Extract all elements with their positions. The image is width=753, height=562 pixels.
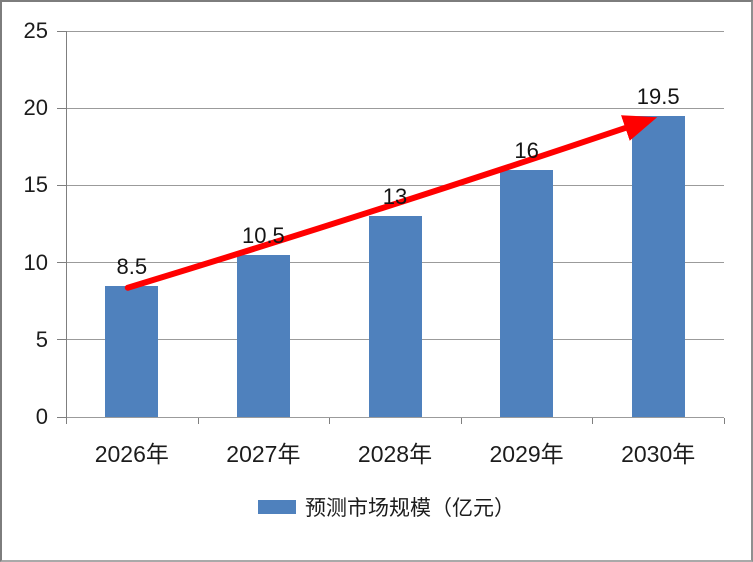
y-tick-label: 20 xyxy=(23,95,48,121)
bar-2028 xyxy=(368,216,422,417)
x-axis-label-2030: 2030年 xyxy=(621,441,696,467)
legend: 预测市场规模（亿元） xyxy=(258,492,515,522)
bar-value-label-2029: 16 xyxy=(514,137,539,163)
bar-value-label-2027: 10.5 xyxy=(241,222,285,248)
x-axis-label-2029: 2029年 xyxy=(489,441,564,467)
y-tick-label: 5 xyxy=(35,326,48,352)
bar-value-label-2026: 8.5 xyxy=(116,253,148,279)
y-tick xyxy=(57,416,67,418)
x-tick xyxy=(66,418,67,424)
x-axis-line xyxy=(66,416,724,418)
y-tick xyxy=(57,339,67,341)
x-axis-label-2028: 2028年 xyxy=(357,441,433,467)
bar-2030 xyxy=(631,115,685,417)
x-axis-label-2026: 2026年 xyxy=(94,441,169,467)
x-tick xyxy=(460,418,462,424)
y-tick xyxy=(57,107,67,109)
bar-value-label-2028: 13 xyxy=(382,184,408,210)
y-tick-label: 0 xyxy=(35,404,48,429)
bar-2027 xyxy=(236,254,290,417)
y-axis-line xyxy=(66,31,67,418)
x-tick xyxy=(197,418,199,424)
y-tick xyxy=(57,184,67,186)
legend-swatch xyxy=(258,500,296,514)
y-tick-label: 25 xyxy=(23,18,48,43)
x-tick xyxy=(724,418,725,424)
x-tick xyxy=(329,418,331,424)
gridline-20 xyxy=(66,107,724,109)
legend-label: 预测市场规模（亿元） xyxy=(305,497,515,520)
y-tick-label: 10 xyxy=(23,249,48,275)
gridline-25 xyxy=(66,30,724,32)
x-axis-label-2027: 2027年 xyxy=(226,441,301,467)
bar-2026 xyxy=(105,285,159,417)
bar-2029 xyxy=(500,169,554,417)
y-tick-label: 15 xyxy=(23,172,48,198)
y-tick xyxy=(57,30,67,32)
bar-value-label-2030: 19.5 xyxy=(636,83,680,109)
x-tick xyxy=(592,418,594,424)
y-tick xyxy=(57,262,67,264)
